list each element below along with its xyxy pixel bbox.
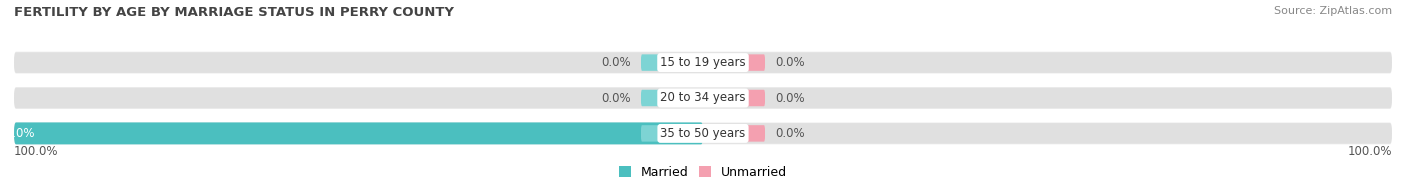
FancyBboxPatch shape	[734, 125, 765, 142]
FancyBboxPatch shape	[734, 54, 765, 71]
Text: 15 to 19 years: 15 to 19 years	[661, 56, 745, 69]
Text: FERTILITY BY AGE BY MARRIAGE STATUS IN PERRY COUNTY: FERTILITY BY AGE BY MARRIAGE STATUS IN P…	[14, 6, 454, 19]
FancyBboxPatch shape	[641, 125, 672, 142]
Legend: Married, Unmarried: Married, Unmarried	[613, 161, 793, 184]
FancyBboxPatch shape	[14, 123, 1392, 144]
Text: 20 to 34 years: 20 to 34 years	[661, 92, 745, 104]
Text: 100.0%: 100.0%	[0, 127, 35, 140]
FancyBboxPatch shape	[641, 54, 672, 71]
FancyBboxPatch shape	[14, 88, 1392, 108]
FancyBboxPatch shape	[14, 52, 1392, 74]
FancyBboxPatch shape	[734, 90, 765, 106]
Text: 35 to 50 years: 35 to 50 years	[661, 127, 745, 140]
FancyBboxPatch shape	[14, 52, 1392, 73]
Text: 100.0%: 100.0%	[1347, 145, 1392, 158]
Text: 100.0%: 100.0%	[14, 145, 59, 158]
Text: 0.0%: 0.0%	[775, 127, 806, 140]
FancyBboxPatch shape	[641, 90, 672, 106]
Text: 0.0%: 0.0%	[775, 56, 806, 69]
FancyBboxPatch shape	[14, 122, 1392, 144]
Text: 0.0%: 0.0%	[600, 92, 631, 104]
Text: 0.0%: 0.0%	[775, 92, 806, 104]
FancyBboxPatch shape	[14, 122, 703, 144]
Text: Source: ZipAtlas.com: Source: ZipAtlas.com	[1274, 6, 1392, 16]
FancyBboxPatch shape	[14, 87, 1392, 109]
Text: 0.0%: 0.0%	[600, 56, 631, 69]
